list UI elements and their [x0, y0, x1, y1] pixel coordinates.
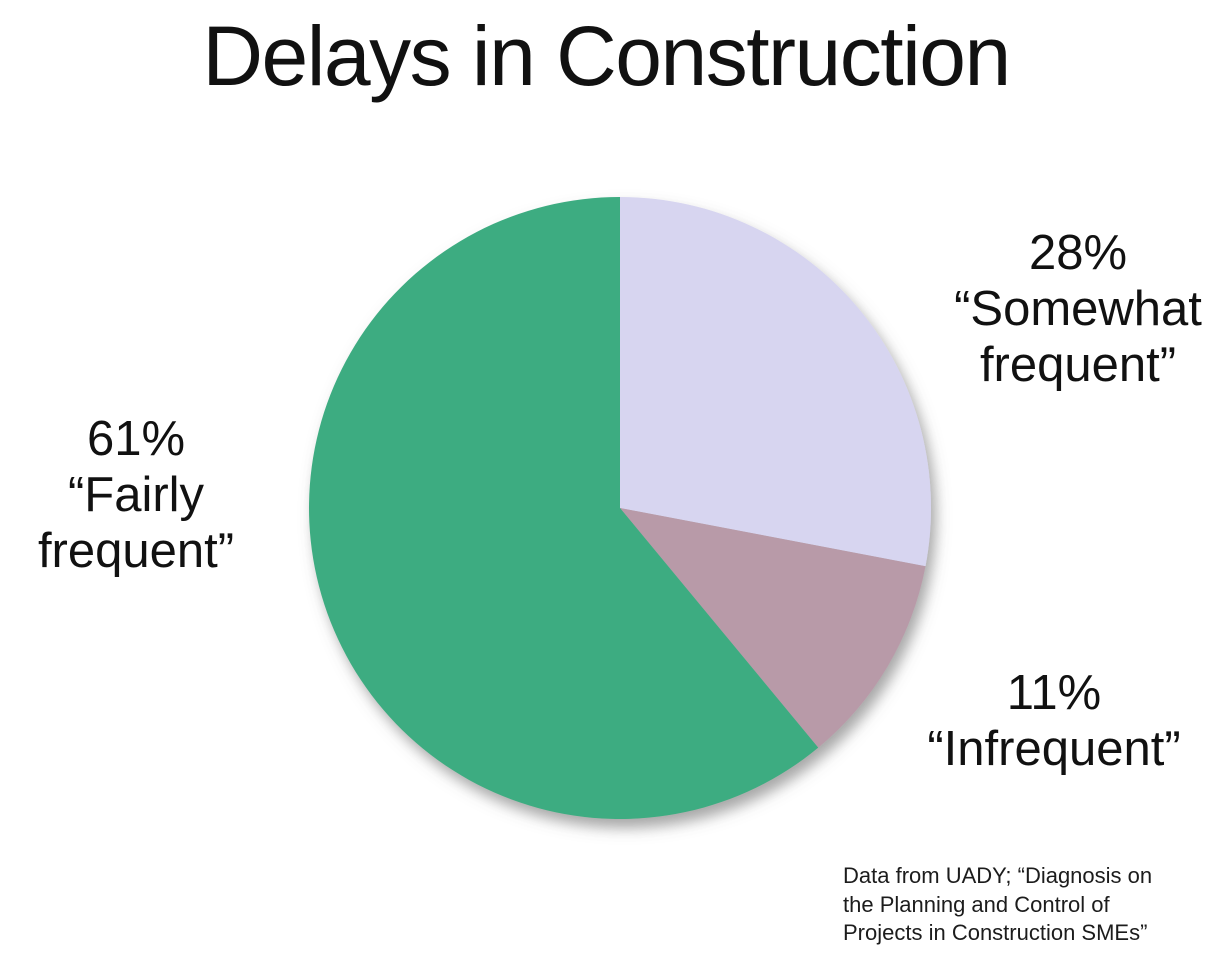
pie-label-infrequent: 11% “Infrequent”	[908, 666, 1200, 778]
text-line: 28%	[1028, 226, 1128, 280]
text-line: 11%	[1006, 666, 1102, 720]
text-line: “Fairly	[67, 467, 205, 522]
pie-slice-somewhat-frequent	[620, 197, 931, 567]
pie-label-fairly-frequent: 61% “Fairly frequent”	[5, 412, 267, 580]
chart-title: Delays in Construction	[202, 9, 1011, 103]
text-line: “Infrequent”	[927, 721, 1181, 776]
text-line: “Somewhat	[954, 281, 1202, 336]
pie-slice-infrequent	[620, 508, 926, 748]
pie-label-somewhat-frequent: 28% “Somewhat frequent”	[944, 226, 1212, 394]
text-line: frequent”	[37, 523, 235, 578]
text-line: frequent”	[979, 337, 1177, 392]
text-line: the Planning and Control of	[843, 891, 1110, 917]
pie-slices	[309, 197, 931, 820]
source-note: Data from UADY; “Diagnosis on the Plannin…	[843, 862, 1212, 948]
text-line: 61%	[86, 412, 186, 466]
text-line: Data from UADY; “Diagnosis on	[843, 863, 1153, 888]
pie-slice-fairly-frequent	[309, 197, 819, 820]
text-line: Projects in Construction SMEs”	[843, 920, 1148, 946]
